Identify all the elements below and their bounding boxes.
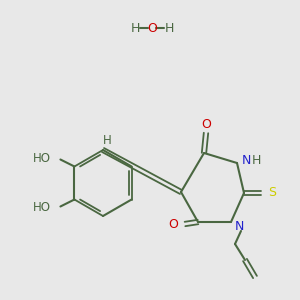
Text: H: H (130, 22, 140, 34)
Text: O: O (168, 218, 178, 230)
Text: HO: HO (32, 152, 50, 165)
Text: H: H (251, 154, 261, 166)
Text: O: O (147, 22, 157, 34)
Text: H: H (103, 134, 111, 146)
Text: HO: HO (32, 201, 50, 214)
Text: N: N (241, 154, 251, 166)
Text: S: S (268, 187, 276, 200)
Text: N: N (234, 220, 244, 233)
Text: O: O (201, 118, 211, 131)
Text: H: H (164, 22, 174, 34)
